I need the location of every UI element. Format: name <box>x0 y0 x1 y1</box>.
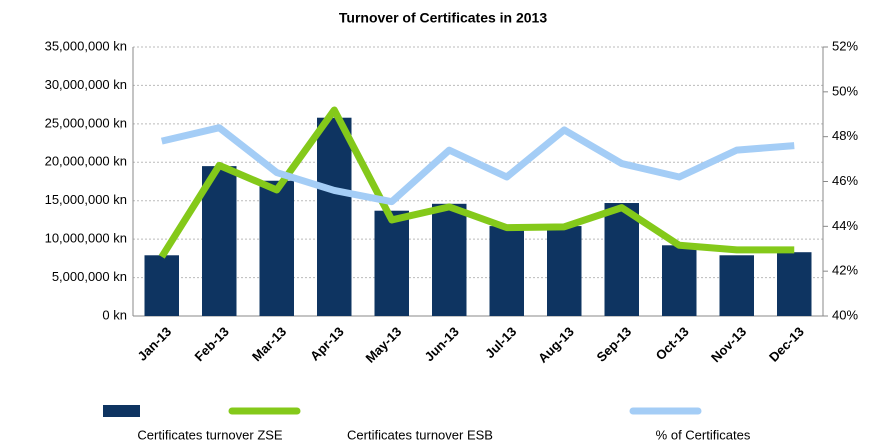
bar <box>662 245 697 316</box>
bar <box>547 226 582 316</box>
chart-title: Turnover of Certificates in 2013 <box>339 10 547 26</box>
y-tick-label: 10,000,000 kn <box>45 231 127 246</box>
x-tick-label: Oct-13 <box>653 324 692 363</box>
y2-tick-label: 44% <box>832 218 858 233</box>
y-tick-label: 15,000,000 kn <box>45 192 127 207</box>
bar <box>489 226 524 316</box>
x-tick-label: Aug-13 <box>535 324 577 366</box>
x-tick-label: Sep-13 <box>594 324 635 365</box>
legend-label: % of Certificates <box>656 427 751 442</box>
x-tick-label: Apr-13 <box>307 324 347 364</box>
legend-label: Certificates turnover ZSE <box>137 427 283 442</box>
legend-label: Certificates turnover ESB <box>347 427 493 442</box>
y-tick-label: 20,000,000 kn <box>45 154 127 169</box>
bar <box>432 203 467 316</box>
bar <box>777 252 812 316</box>
y-tick-label: 25,000,000 kn <box>45 115 127 130</box>
y2-tick-label: 40% <box>832 307 858 322</box>
x-tick-label: Mar-13 <box>249 324 289 364</box>
y-tick-label: 0 kn <box>102 307 127 322</box>
legend-swatch <box>103 405 140 417</box>
y2-tick-label: 50% <box>832 83 858 98</box>
x-tick-label: Jul-13 <box>482 324 519 361</box>
y2-tick-label: 52% <box>832 38 858 53</box>
y2-tick-label: 46% <box>832 173 858 188</box>
y-tick-label: 35,000,000 kn <box>45 38 127 53</box>
x-tick-label: Jan-13 <box>135 324 175 364</box>
bar <box>604 203 639 316</box>
x-tick-label: May-13 <box>363 324 405 366</box>
line <box>158 106 795 259</box>
y-tick-label: 5,000,000 kn <box>52 269 127 284</box>
bar <box>374 210 409 316</box>
y2-tick-label: 42% <box>832 263 858 278</box>
x-tick-label: Feb-13 <box>192 324 232 364</box>
bar <box>317 117 352 316</box>
bar <box>719 255 754 316</box>
x-tick-label: Dec-13 <box>766 324 807 365</box>
bar <box>259 180 294 316</box>
bar <box>144 255 179 316</box>
y-tick-label: 30,000,000 kn <box>45 77 127 92</box>
x-tick-label: Jun-13 <box>422 324 462 364</box>
x-tick-label: Nov-13 <box>708 324 749 365</box>
line <box>160 124 795 206</box>
y2-tick-label: 48% <box>832 128 858 143</box>
bar <box>202 166 237 316</box>
